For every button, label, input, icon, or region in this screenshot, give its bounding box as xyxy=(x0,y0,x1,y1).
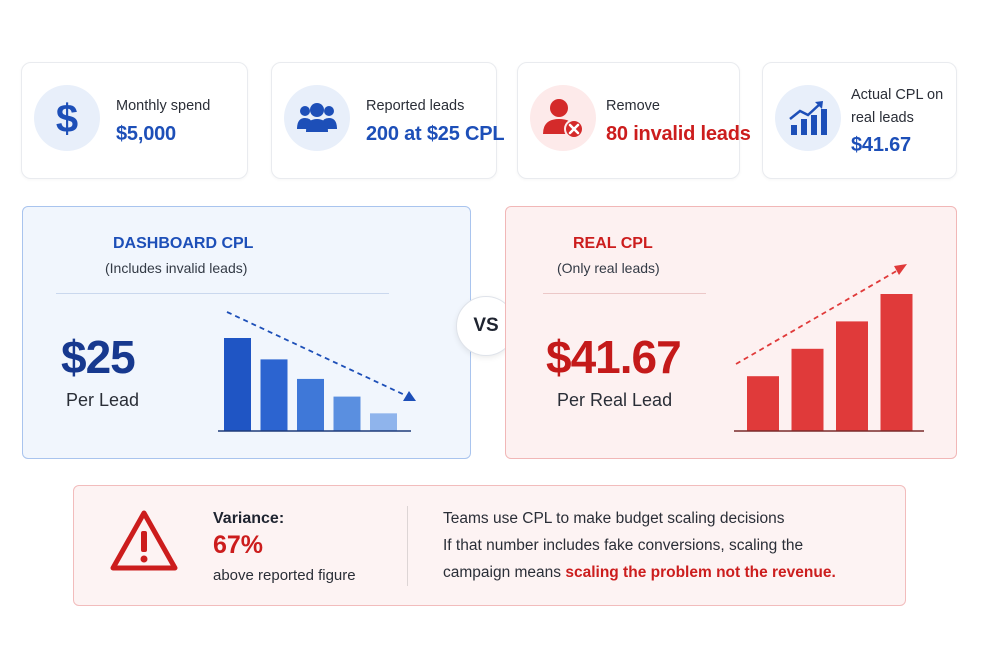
dashboard-bar xyxy=(333,396,361,431)
big-value: $25 xyxy=(61,331,136,383)
remove-user-icon xyxy=(530,85,596,151)
dashboard-bar xyxy=(224,338,251,431)
real-bar-chart xyxy=(734,264,924,432)
stat-label: Remove xyxy=(606,98,660,115)
stat-label: Actual CPL on real leads xyxy=(851,84,950,130)
stat-card-remove-invalid: Remove 80 invalid leads xyxy=(517,62,751,179)
real-bar xyxy=(880,294,913,431)
panel-title: DASHBOARD CPL xyxy=(113,235,254,252)
stat-label-line: real leads xyxy=(851,110,914,126)
stat-card-actual-cpl: Actual CPL on real leads $41.67 xyxy=(762,62,957,179)
dashboard-bar xyxy=(260,359,288,431)
stat-label: Reported leads xyxy=(366,98,465,115)
growth-chart-icon xyxy=(775,85,841,151)
explanation-line-2: If that number includes fake conversions… xyxy=(443,537,804,554)
up-trend-arrowhead xyxy=(894,264,907,275)
panel-title: REAL CPL xyxy=(573,235,653,252)
stat-value: 80 invalid leads xyxy=(606,122,751,145)
variance-value: 67% xyxy=(213,531,264,559)
divider xyxy=(407,506,408,586)
variance-label: Variance: xyxy=(213,510,285,527)
stat-value: $41.67 xyxy=(851,134,911,157)
real-cpl-panel: REAL CPL (Only real leads) $41.67 Per Re… xyxy=(505,206,957,459)
stat-label-line: Actual CPL on xyxy=(851,86,944,103)
stat-value: 200 at $25 CPL xyxy=(366,122,505,145)
panel-subtitle: (Includes invalid leads) xyxy=(105,260,248,276)
big-caption: Per Lead xyxy=(66,390,140,410)
real-bar xyxy=(747,376,779,431)
explanation-text: campaign means xyxy=(443,564,566,581)
variance-alert: Variance: 67% above reported figure Team… xyxy=(73,485,906,606)
explanation-highlight: scaling the problem not the revenue. xyxy=(565,564,836,581)
warning-icon xyxy=(110,510,178,571)
dashboard-bar xyxy=(370,413,397,431)
real-bar xyxy=(791,348,824,431)
variance-caption: above reported figure xyxy=(213,567,356,584)
divider xyxy=(543,293,706,294)
explanation-line-1: Teams use CPL to make budget scaling dec… xyxy=(443,510,785,527)
stat-card-monthly-spend: $ Monthly spend $5,000 xyxy=(21,62,248,179)
dollar-icon: $ xyxy=(34,85,100,151)
down-trend-arrowhead xyxy=(403,391,416,401)
up-trend-arrow xyxy=(735,268,901,365)
divider xyxy=(56,293,389,294)
down-trend-arrow xyxy=(226,311,410,398)
svg-text:$: $ xyxy=(56,97,78,140)
dashboard-cpl-panel: DASHBOARD CPL (Includes invalid leads) $… xyxy=(22,206,471,459)
explanation-line-3: campaign means scaling the problem not t… xyxy=(443,564,836,582)
stat-label: Monthly spend xyxy=(116,98,211,115)
big-value: $41.67 xyxy=(546,331,682,383)
users-icon xyxy=(284,85,350,151)
dashboard-bar-chart xyxy=(218,311,416,432)
stat-value: $5,000 xyxy=(116,122,176,145)
big-caption: Per Real Lead xyxy=(557,390,673,410)
panel-subtitle: (Only real leads) xyxy=(557,260,660,276)
real-bar xyxy=(836,321,868,431)
dashboard-bar xyxy=(297,378,324,431)
stat-card-reported-leads: Reported leads 200 at $25 CPL xyxy=(271,62,505,179)
